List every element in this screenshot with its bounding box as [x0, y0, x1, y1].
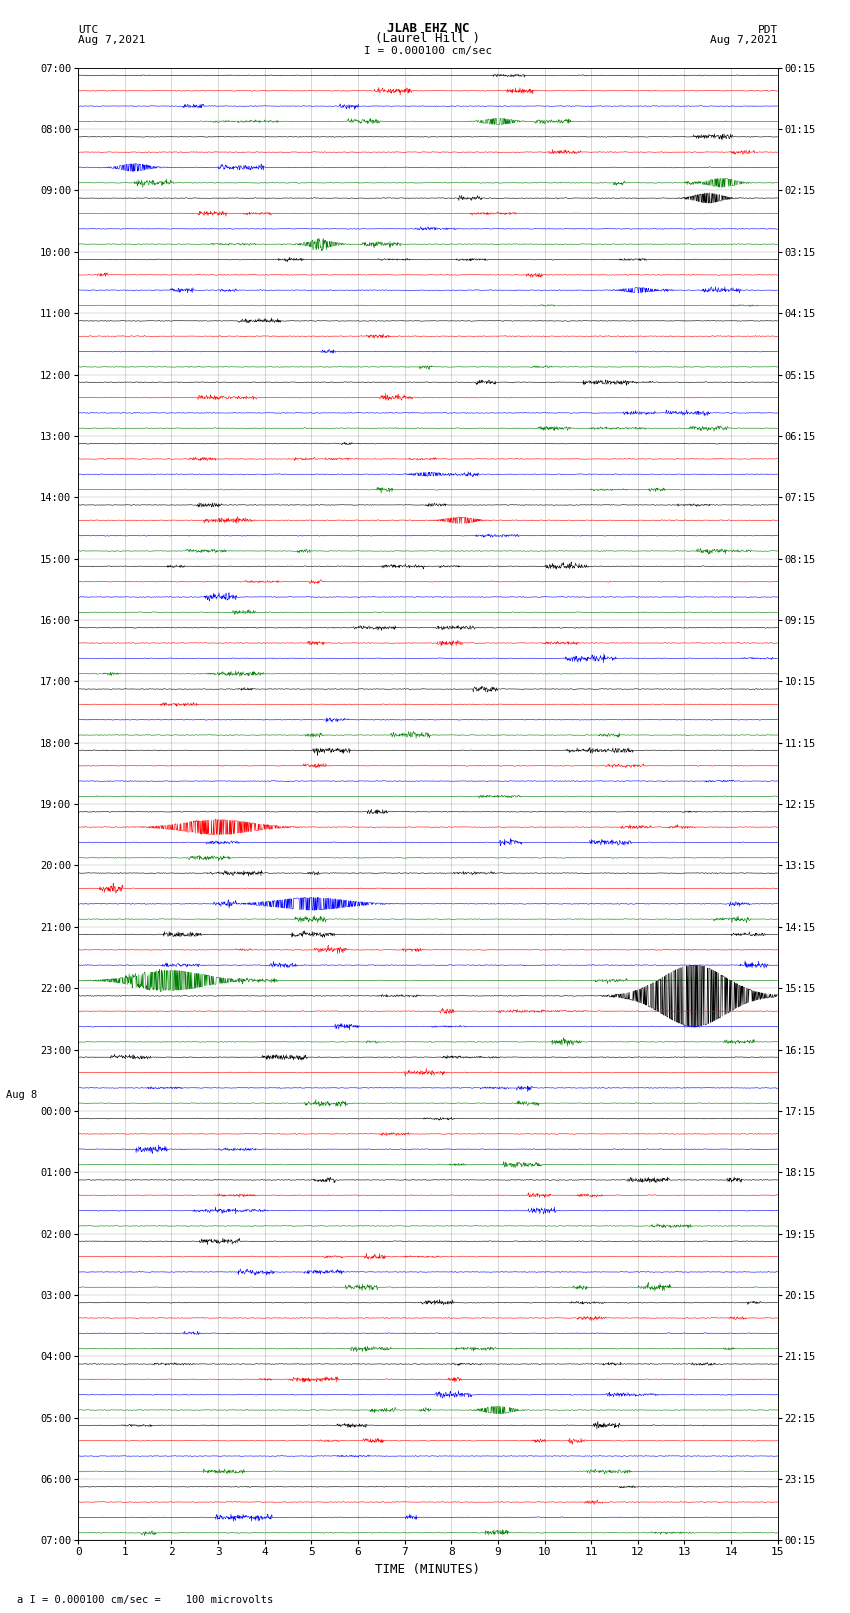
- Text: UTC: UTC: [78, 24, 99, 35]
- Text: I = 0.000100 cm/sec: I = 0.000100 cm/sec: [364, 45, 492, 56]
- Text: Aug 8: Aug 8: [6, 1090, 37, 1100]
- Text: PDT: PDT: [757, 24, 778, 35]
- Text: JLAB EHZ NC: JLAB EHZ NC: [387, 21, 469, 35]
- Text: Aug 7,2021: Aug 7,2021: [711, 35, 778, 45]
- Text: Aug 7,2021: Aug 7,2021: [78, 35, 145, 45]
- Text: a I = 0.000100 cm/sec =    100 microvolts: a I = 0.000100 cm/sec = 100 microvolts: [17, 1595, 273, 1605]
- Text: (Laurel Hill ): (Laurel Hill ): [376, 32, 480, 45]
- X-axis label: TIME (MINUTES): TIME (MINUTES): [376, 1563, 480, 1576]
